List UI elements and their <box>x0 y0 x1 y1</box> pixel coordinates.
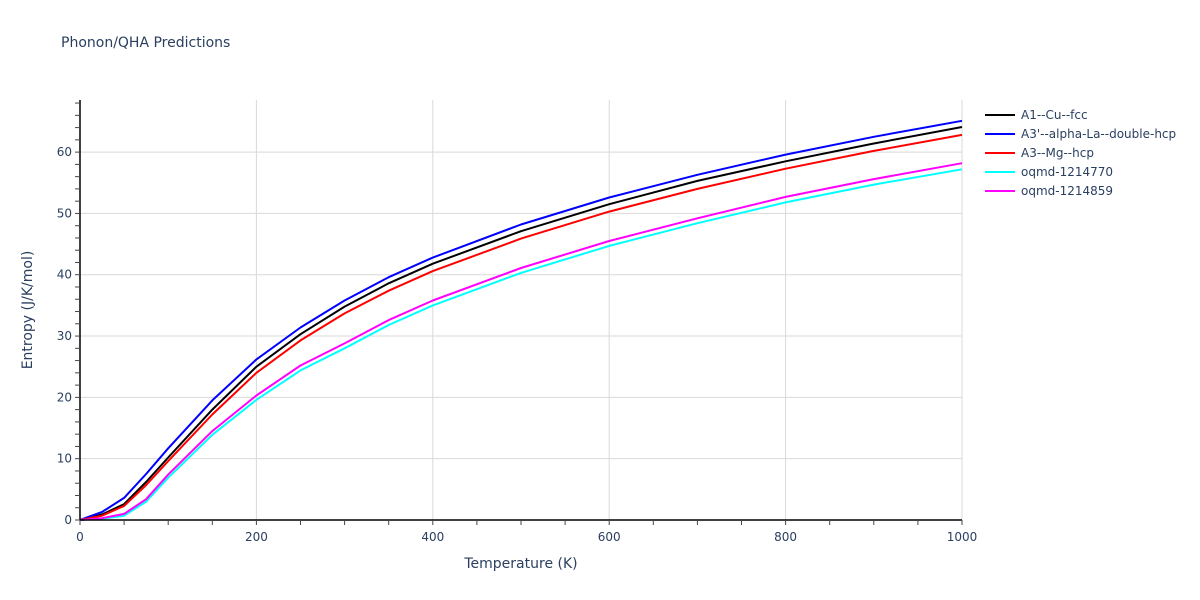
chart-title: Phonon/QHA Predictions <box>61 35 231 51</box>
series-line-3 <box>79 168 963 521</box>
x-tick-label: 0 <box>76 530 84 544</box>
x-tick-label: 200 <box>245 530 268 544</box>
legend-item[interactable]: A3'--alpha-La--double-hcp <box>985 124 1176 143</box>
legend-item[interactable]: A3--Mg--hcp <box>985 143 1176 162</box>
x-tick-label: 800 <box>774 530 797 544</box>
series-line-0 <box>79 126 963 521</box>
series-line-1 <box>79 119 963 521</box>
legend-swatch-icon <box>985 113 1015 116</box>
y-tick-label: 30 <box>57 329 72 343</box>
legend-item[interactable]: A1--Cu--fcc <box>985 105 1176 124</box>
series-line-2 <box>79 133 963 521</box>
legend-label: oqmd-1214859 <box>1021 183 1114 198</box>
legend-swatch-icon <box>985 189 1015 192</box>
y-tick-label: 40 <box>57 268 72 282</box>
legend-item[interactable]: oqmd-1214859 <box>985 181 1176 200</box>
legend-label: A1--Cu--fcc <box>1021 107 1088 122</box>
y-axis-title: Entropy (J/K/mol) <box>20 251 36 370</box>
legend-label: A3'--alpha-La--double-hcp <box>1021 126 1177 141</box>
x-tick-label: 600 <box>598 530 621 544</box>
y-tick-label: 60 <box>57 145 72 159</box>
legend-label: A3--Mg--hcp <box>1021 145 1094 160</box>
legend: A1--Cu--fcc A3'--alpha-La--double-hcp A3--… <box>985 105 1176 200</box>
series-line-4 <box>79 162 963 521</box>
y-tick-label: 50 <box>57 206 72 220</box>
y-tick-label: 10 <box>57 452 72 466</box>
x-tick-label: 400 <box>421 530 444 544</box>
legend-swatch-icon <box>985 170 1015 173</box>
x-tick-label: 1000 <box>947 530 978 544</box>
legend-label: oqmd-1214770 <box>1021 164 1114 179</box>
gridlines <box>80 100 963 520</box>
legend-swatch-icon <box>985 151 1015 154</box>
legend-swatch-icon <box>985 132 1015 135</box>
y-tick-label: 0 <box>64 513 72 527</box>
data-series <box>79 119 963 521</box>
legend-item[interactable]: oqmd-1214770 <box>985 162 1176 181</box>
y-tick-label: 20 <box>57 390 72 404</box>
x-axis-title: Temperature (K) <box>463 556 577 572</box>
